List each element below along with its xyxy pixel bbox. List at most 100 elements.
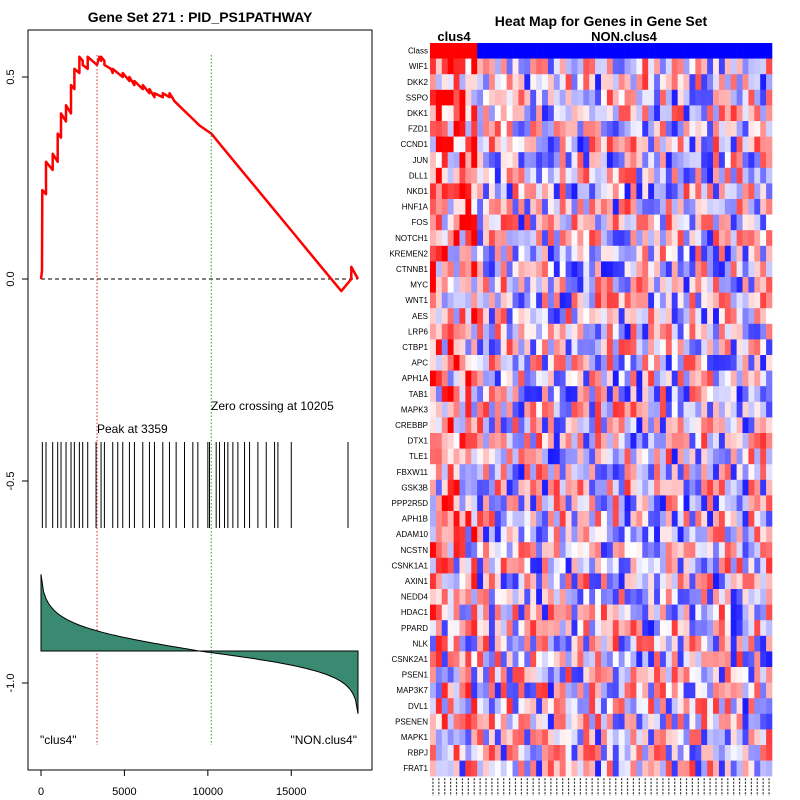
heatmap-cell: [683, 199, 690, 215]
heatmap-cell: [595, 43, 602, 59]
heatmap-cell: [506, 682, 513, 699]
heatmap-cell: [618, 167, 625, 184]
heatmap-cell: [589, 89, 596, 106]
heatmap-cell: [553, 417, 561, 434]
heatmap-cell: [577, 136, 584, 153]
heatmap-cell: [671, 651, 678, 668]
heatmap-cell: [736, 355, 743, 371]
heatmap-cell: [500, 370, 507, 387]
heatmap-cell: [766, 604, 773, 621]
heatmap-cell: [483, 526, 490, 543]
heatmap-cell: [518, 667, 525, 683]
heatmap-cell: [718, 386, 726, 403]
heatmap-row-label: RBPJ: [408, 749, 428, 758]
heatmap-cell: [654, 121, 661, 137]
heatmap-cell: [736, 604, 743, 621]
heatmap-cell: [618, 698, 625, 715]
heatmap-cell: [430, 573, 437, 590]
heatmap-cell: [524, 620, 531, 637]
heatmap-cell: [524, 417, 531, 434]
heatmap-cell: [536, 401, 543, 418]
heatmap-cell: [547, 167, 555, 184]
heatmap-cell: [577, 511, 584, 527]
heatmap-cell: [601, 573, 608, 590]
heatmap-cell: [695, 214, 702, 231]
heatmap-cell: [447, 261, 454, 278]
heatmap-cell: [483, 620, 490, 637]
heatmap-cell: [766, 105, 773, 122]
heatmap-cell: [547, 292, 555, 309]
heatmap-cell: [742, 604, 749, 621]
heatmap-cell: [430, 698, 437, 715]
heatmap-cell: [494, 417, 502, 434]
heatmap-cell: [542, 479, 549, 496]
heatmap-cell: [742, 713, 749, 730]
heatmap-cell: [695, 651, 702, 668]
heatmap-cell: [671, 417, 678, 434]
heatmap-cell: [730, 261, 737, 278]
heatmap-cell: [477, 511, 484, 527]
heatmap-cell: [701, 370, 708, 387]
heatmap-cell: [736, 183, 743, 200]
heatmap-cell: [530, 682, 537, 699]
heatmap-cell: [524, 682, 531, 699]
heatmap: Heat Map for Genes in Gene Set clus4 NON…: [389, 13, 773, 796]
heatmap-cell: [730, 479, 737, 496]
heatmap-cell: [512, 604, 519, 621]
heatmap-cell: [713, 230, 720, 247]
heatmap-cell: [571, 277, 578, 293]
heatmap-cell: [630, 89, 637, 106]
heatmap-cell: [565, 323, 572, 340]
heatmap-cell: [683, 277, 690, 293]
x-tick-label: 10000: [193, 786, 224, 798]
heatmap-cell: [483, 651, 490, 668]
heatmap-row-label: DKK2: [407, 78, 428, 87]
heatmap-cell: [589, 620, 596, 637]
heatmap-cell: [465, 495, 472, 512]
heatmap-cell: [695, 729, 702, 746]
heatmap-cell: [665, 261, 673, 278]
heatmap-cell: [766, 136, 773, 153]
heatmap-cell: [518, 604, 525, 621]
heatmap-cell: [595, 635, 602, 652]
heatmap-cell: [430, 604, 437, 621]
heatmap-cell: [577, 495, 584, 512]
heatmap-cell: [648, 370, 655, 387]
heatmap-cell: [559, 635, 566, 652]
heatmap-cell: [494, 479, 502, 496]
heatmap-cell: [595, 526, 602, 543]
heatmap-cell: [441, 557, 448, 574]
heatmap-cell: [577, 433, 584, 449]
heatmap-cell: [766, 573, 773, 590]
heatmap-cell: [577, 245, 584, 262]
heatmap-cell: [671, 760, 678, 777]
heatmap-cell: [707, 167, 714, 184]
heatmap-cell: [601, 355, 608, 371]
heatmap-cell: [718, 604, 726, 621]
heatmap-cell: [713, 355, 720, 371]
heatmap-cell: [701, 635, 708, 652]
heatmap-cell: [553, 698, 561, 715]
heatmap-cell: [754, 620, 761, 637]
heatmap-cell: [612, 89, 619, 106]
heatmap-cell: [577, 89, 584, 106]
heatmap-cell: [736, 74, 743, 91]
heatmap-cell: [748, 635, 755, 652]
heatmap-cell: [689, 557, 696, 574]
heatmap-cell: [701, 74, 708, 91]
heatmap-cell: [701, 401, 708, 418]
heatmap-cell: [483, 121, 490, 137]
heatmap-cell: [683, 464, 690, 481]
heatmap-cell: [512, 511, 519, 527]
heatmap-cell: [547, 261, 555, 278]
heatmap-cell: [665, 183, 673, 200]
heatmap-cell: [441, 479, 448, 496]
heatmap-cell: [754, 589, 761, 605]
heatmap-cell: [648, 417, 655, 434]
heatmap-cell: [612, 651, 619, 668]
heatmap-cell: [583, 682, 590, 699]
heatmap-cell: [518, 682, 525, 699]
heatmap-cell: [677, 89, 684, 106]
heatmap-cell: [506, 277, 513, 293]
heatmap-cell: [689, 729, 696, 746]
